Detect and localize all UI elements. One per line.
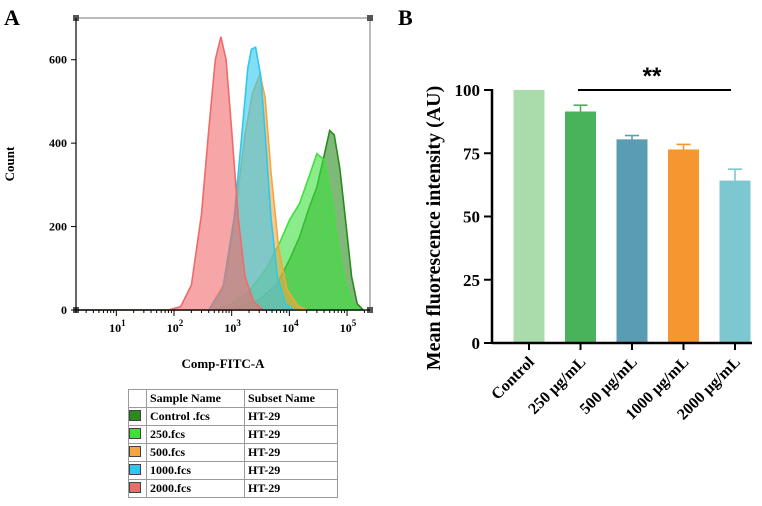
- legend-sample-name: 1000.fcs: [146, 461, 245, 480]
- legend-subset-name: HT-29: [244, 443, 338, 462]
- histogram-series-4: [76, 46, 297, 311]
- legend-sample-name: 2000.fcs: [146, 479, 245, 498]
- panel-b-letter: B: [398, 5, 413, 30]
- histogram-y-axis-label: Count: [2, 146, 17, 181]
- histogram-x-axis-label: Comp-FITC-A: [181, 356, 265, 371]
- legend-row-control: Control .fcs HT-29: [128, 407, 338, 426]
- legend-header-sample: Sample Name: [146, 389, 245, 408]
- panel-a-letter: A: [4, 5, 20, 30]
- histogram-y-tick-label: 0: [61, 303, 67, 317]
- legend-subset-name: HT-29: [244, 425, 338, 444]
- legend-swatch-cell: [128, 425, 147, 444]
- legend-swatch: [129, 428, 141, 439]
- legend-row-1000: 1000.fcs HT-29: [128, 461, 338, 480]
- legend-sample-name: 500.fcs: [146, 443, 245, 462]
- legend-row-2000: 2000.fcs HT-29: [128, 479, 338, 498]
- legend-swatch: [129, 464, 141, 475]
- frame-handle-top-right: [367, 15, 373, 21]
- bar-category-label: Control: [488, 353, 538, 403]
- legend-subset-name: HT-29: [244, 461, 338, 480]
- histogram-y-tick-label: 400: [49, 136, 67, 150]
- bar-y-axis-label: Mean fluorescence intensity (AU): [423, 86, 445, 371]
- legend-sample-name: Control .fcs: [146, 407, 245, 426]
- legend-row-250: 250.fcs HT-29: [128, 425, 338, 444]
- histogram-plot: 101 102 103 104 105 0 200 400 600 Comp-FITC-A Co…: [2, 15, 373, 371]
- histogram-x-tick-label: 101: [109, 318, 126, 335]
- legend-header-row: Sample Name Subset Name: [128, 389, 338, 408]
- significance-stars: **: [643, 63, 662, 90]
- histogram-x-tick-label: 104: [282, 318, 299, 335]
- legend-swatch-cell: [128, 479, 147, 498]
- bar: [565, 111, 596, 343]
- sample-legend-table: Sample Name Subset Name Control .fcs HT-…: [128, 389, 338, 498]
- legend-header-subset: Subset Name: [244, 389, 338, 408]
- legend-sample-name: 250.fcs: [146, 425, 245, 444]
- bar: [668, 149, 699, 343]
- bar-y-tick-label: 100: [455, 81, 481, 100]
- legend-swatch: [129, 410, 141, 421]
- histogram-y-tick-label: 600: [49, 53, 67, 67]
- bar: [513, 90, 545, 343]
- legend-swatch-cell: [128, 407, 147, 426]
- bar: [719, 180, 751, 343]
- histogram-series-group: [76, 36, 365, 311]
- legend-swatch: [129, 482, 141, 493]
- histogram-y-tick-label: 200: [49, 220, 67, 234]
- legend-swatch: [129, 446, 141, 457]
- legend-header-blank: [128, 389, 147, 408]
- histogram-series-5: [76, 36, 266, 311]
- histogram-x-tick-label: 105: [340, 318, 357, 335]
- legend-subset-name: HT-29: [244, 479, 338, 498]
- bar: [616, 139, 648, 343]
- histogram-x-tick-label: 103: [224, 318, 241, 335]
- legend-swatch-cell: [128, 443, 147, 462]
- bar-y-tick-label: 25: [463, 271, 480, 290]
- legend-subset-name: HT-29: [244, 407, 338, 426]
- bar-y-tick-label: 50: [463, 208, 480, 227]
- bar-y-tick-label: 75: [463, 144, 480, 163]
- legend-row-500: 500.fcs HT-29: [128, 443, 338, 462]
- histogram-x-tick-label: 102: [167, 318, 184, 335]
- legend-swatch-cell: [128, 461, 147, 480]
- bar-y-tick-label: 0: [472, 334, 481, 353]
- bar-group: [513, 90, 751, 343]
